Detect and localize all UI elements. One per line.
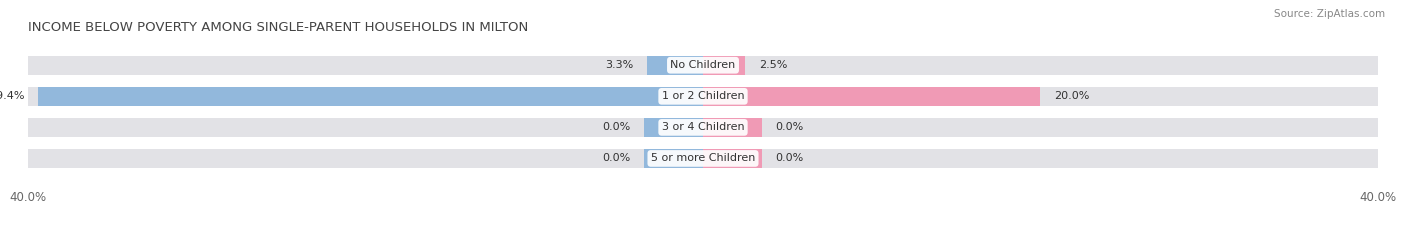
Text: 3 or 4 Children: 3 or 4 Children [662,122,744,132]
Bar [703,149,762,168]
Bar [28,118,703,137]
Bar [644,149,703,168]
Bar [644,118,703,137]
Bar [703,118,1378,137]
Text: Source: ZipAtlas.com: Source: ZipAtlas.com [1274,9,1385,19]
Text: 0.0%: 0.0% [602,154,630,163]
Bar [28,56,703,75]
Bar [703,118,762,137]
Text: 5 or more Children: 5 or more Children [651,154,755,163]
Bar [703,56,745,75]
Text: 3.3%: 3.3% [606,60,634,70]
Bar [703,87,1378,106]
Text: 0.0%: 0.0% [776,122,804,132]
Bar [703,149,1378,168]
Bar [28,87,703,106]
Text: INCOME BELOW POVERTY AMONG SINGLE-PARENT HOUSEHOLDS IN MILTON: INCOME BELOW POVERTY AMONG SINGLE-PARENT… [28,21,529,34]
Bar [703,56,1378,75]
Bar [647,56,703,75]
Text: 20.0%: 20.0% [1054,91,1090,101]
Text: 0.0%: 0.0% [602,122,630,132]
Text: No Children: No Children [671,60,735,70]
Text: 2.5%: 2.5% [759,60,787,70]
Text: 1 or 2 Children: 1 or 2 Children [662,91,744,101]
Text: 39.4%: 39.4% [0,91,25,101]
Bar [703,87,1040,106]
Text: 0.0%: 0.0% [776,154,804,163]
Bar [38,87,703,106]
Bar [28,149,703,168]
